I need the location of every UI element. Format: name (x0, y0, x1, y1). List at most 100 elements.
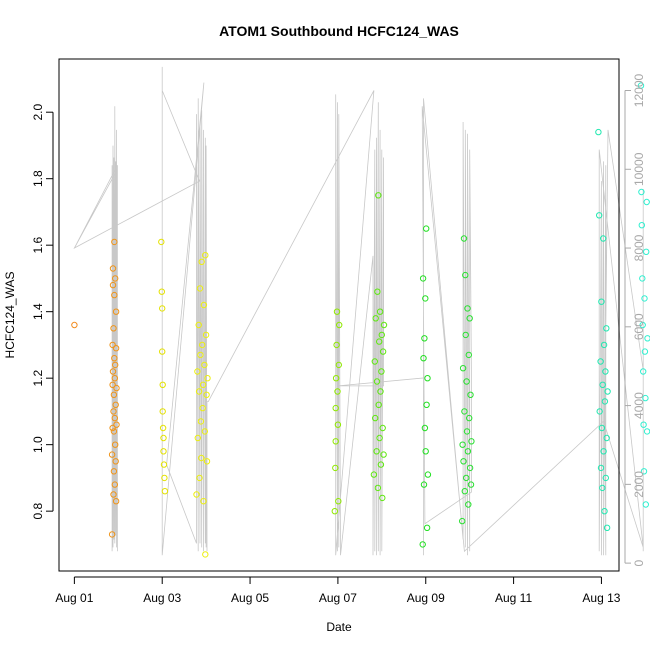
data-point (160, 448, 167, 455)
data-point (333, 308, 341, 315)
data-point (204, 375, 211, 382)
data-point (424, 471, 432, 478)
data-point (642, 501, 649, 508)
data-point (334, 388, 341, 395)
data-point (465, 351, 472, 359)
data-point (335, 361, 342, 369)
data-point (642, 394, 649, 402)
data-points-layer (71, 82, 650, 558)
data-point (638, 222, 645, 229)
data-point (423, 524, 431, 531)
data-point (640, 468, 648, 475)
data-point (161, 474, 168, 482)
x-axis-label: Date (326, 620, 352, 634)
data-point (602, 474, 609, 482)
data-point (109, 265, 117, 272)
data-point (468, 438, 475, 445)
data-point (600, 341, 608, 349)
data-point (640, 368, 647, 375)
x-tick-label: Aug 05 (231, 591, 269, 605)
data-point (112, 345, 120, 352)
chart-title: ATOM1 Southbound HCFC124_WAS (219, 23, 459, 39)
data-point (377, 461, 385, 468)
data-point (112, 458, 119, 465)
data-point (462, 271, 469, 279)
data-point (203, 391, 210, 398)
data-point (464, 448, 472, 455)
y-tick-label: 2.0 (31, 104, 45, 121)
data-point (424, 375, 431, 382)
data-point (193, 491, 200, 498)
data-point (467, 391, 474, 398)
data-point (111, 481, 119, 488)
data-point (195, 321, 202, 329)
data-point (110, 325, 117, 332)
data-point (596, 408, 603, 415)
plot-frame (58, 58, 620, 572)
x-tick-label: Aug 09 (407, 591, 445, 605)
data-point (110, 428, 118, 435)
data-point (160, 434, 167, 442)
data-point (597, 358, 604, 365)
data-point (421, 424, 429, 432)
data-point (639, 275, 646, 282)
data-point (595, 128, 602, 136)
data-point (110, 468, 118, 475)
x-tick-label: Aug 01 (55, 591, 93, 605)
data-point (375, 401, 382, 408)
data-point (200, 498, 207, 505)
data-point (600, 235, 607, 242)
data-point (465, 501, 472, 508)
data-point (376, 434, 383, 442)
data-point (161, 488, 169, 495)
data-point (641, 348, 649, 355)
altitude-trace-layer (73, 66, 644, 556)
data-point (376, 338, 383, 345)
y-tick-label: 0.8 (31, 503, 45, 520)
right-tick-label: 10000 (632, 152, 646, 186)
data-point (111, 238, 118, 246)
data-point (380, 451, 387, 458)
data-point (603, 434, 610, 442)
data-point (379, 424, 386, 432)
data-point (464, 305, 471, 312)
data-point (197, 351, 204, 359)
y-axis-right: 0 2000 4000 6000 8000 10000 12000 (624, 73, 646, 566)
data-point (379, 348, 387, 355)
data-point (110, 408, 117, 415)
data-point (459, 441, 466, 448)
data-point (158, 288, 166, 295)
data-point (200, 301, 208, 309)
data-point (335, 498, 342, 505)
x-tick-label: Aug 03 (143, 591, 181, 605)
data-point (159, 381, 166, 388)
data-point (463, 474, 470, 482)
data-point (198, 454, 205, 462)
data-point (112, 441, 119, 448)
data-point (113, 384, 120, 392)
data-point (602, 368, 609, 375)
data-point (202, 551, 209, 558)
data-point (112, 401, 119, 408)
data-point (158, 238, 165, 246)
data-point (111, 414, 119, 422)
data-point (466, 414, 473, 422)
data-point (109, 281, 117, 289)
data-point (196, 285, 204, 292)
data-point (111, 291, 118, 299)
data-point (378, 331, 385, 339)
altitude-trace-line (73, 66, 644, 556)
data-point (112, 361, 119, 369)
data-point (421, 335, 428, 342)
data-point (639, 321, 646, 329)
data-point (198, 258, 205, 265)
right-tick-label: 8000 (632, 234, 646, 261)
data-point (375, 192, 382, 199)
data-point (199, 381, 207, 388)
data-point (159, 408, 166, 415)
data-point (380, 321, 388, 329)
y-axis-label: HCFC124_WAS (3, 272, 17, 359)
data-point (379, 494, 386, 502)
data-point (371, 358, 378, 365)
